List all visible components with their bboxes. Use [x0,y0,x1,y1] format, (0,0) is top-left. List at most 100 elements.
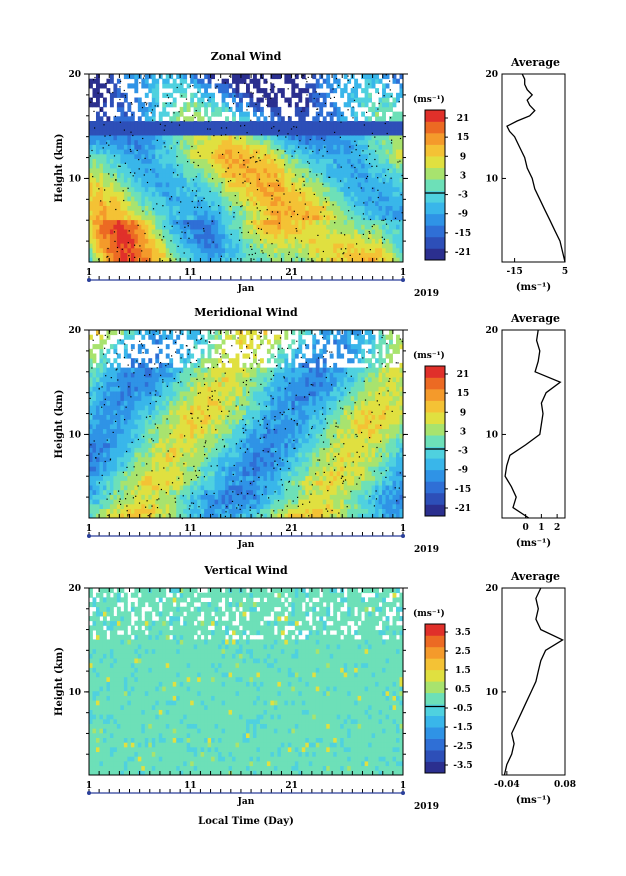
heatmap-cell [270,238,275,244]
heatmap-cell [396,144,400,150]
heatmap-cell [186,182,191,188]
heatmap-cell [385,243,390,249]
heatmap-cell [375,229,379,235]
heatmap-cell [396,116,400,122]
contour-dot [137,224,139,226]
heatmap-cell [123,377,128,383]
heatmap-cell [350,219,355,225]
heatmap-cell [225,224,229,230]
heatmap-cell [214,163,219,169]
heatmap-cell [116,339,121,345]
contour-dot [192,114,194,116]
heatmap-cell [200,158,205,164]
heatmap-cell [183,233,188,239]
heatmap-cell [214,257,219,263]
heatmap-cell [389,177,393,183]
heatmap-cell [130,419,135,425]
heatmap-cell [350,149,355,155]
heatmap-cell [315,149,320,155]
heatmap-cell [312,229,317,235]
heatmap-cell [116,121,121,127]
heatmap-cell [120,386,125,392]
heatmap-cell [280,224,285,230]
heatmap-cell [378,243,383,249]
heatmap-cell [99,344,104,350]
heatmap-cell [169,219,174,225]
heatmap-cell [312,210,317,216]
heatmap-cell [120,229,125,235]
contour-dot [369,153,371,155]
heatmap-cell [273,92,278,98]
contour-dot [377,196,379,199]
heatmap-cell [333,205,338,211]
heatmap-cell [378,224,383,230]
heatmap-cell [249,139,254,145]
heatmap-cell [190,158,195,164]
heatmap-cell [169,442,174,448]
heatmap-cell [343,200,348,206]
heatmap-cell [239,191,243,197]
heatmap-cell [343,158,348,164]
heatmap-cell [130,177,135,183]
heatmap-cell [256,168,261,174]
heatmap-cell [155,149,160,155]
heatmap-cell [127,508,132,514]
contour-dot [307,258,309,260]
heatmap-cell [172,125,177,131]
heatmap-cell [284,125,289,131]
contour-dot [289,201,291,203]
heatmap-cell [127,494,132,500]
contour-dot [207,99,209,101]
heatmap-cell [127,452,132,458]
heatmap-cell [375,135,379,141]
heatmap-cell [347,102,352,108]
heatmap-cell [249,130,254,136]
heatmap-cell [371,186,376,192]
heatmap-cell [141,229,146,235]
heatmap-cell [392,224,397,230]
heatmap-cell [113,88,118,94]
heatmap-cell [392,149,397,155]
heatmap-cell [343,177,348,183]
heatmap-cell [252,224,257,230]
heatmap-cell [123,210,128,216]
contour-dot [328,176,330,178]
heatmap-cell [172,456,177,462]
heatmap-cell [382,257,386,263]
heatmap-cell [364,233,369,239]
heatmap-cell [193,149,198,155]
heatmap-cell [92,461,97,467]
heatmap-cell [144,494,149,500]
heatmap-cell [109,172,114,178]
heatmap-cell [343,238,348,244]
heatmap-cell [151,116,156,122]
heatmap-cell [109,74,114,80]
heatmap-cell [190,257,195,263]
heatmap-cell [134,74,139,80]
heatmap-cell [361,257,366,263]
heatmap-cell [389,233,393,239]
heatmap-cell [141,414,146,420]
heatmap-cell [392,196,397,202]
heatmap-cell [151,102,156,108]
heatmap-cell [95,386,100,392]
heatmap-cell [137,200,142,206]
heatmap-cell [113,494,118,500]
heatmap-cell [280,210,285,216]
heatmap-cell [232,177,236,183]
heatmap-cell [336,116,341,122]
heatmap-cell [151,381,156,387]
heatmap-cell [207,97,212,103]
heatmap-cell [162,405,167,411]
heatmap-cell [329,88,334,94]
heatmap-cell [95,135,100,141]
heatmap-cell [92,191,97,197]
heatmap-cell [165,83,170,89]
heatmap-cell [329,83,334,89]
heatmap-cell [158,489,163,495]
heatmap-cell [249,97,254,103]
heatmap-cell [193,391,198,397]
contour-dot [234,95,236,97]
heatmap-cell [158,433,163,439]
heatmap-cell [221,102,226,108]
